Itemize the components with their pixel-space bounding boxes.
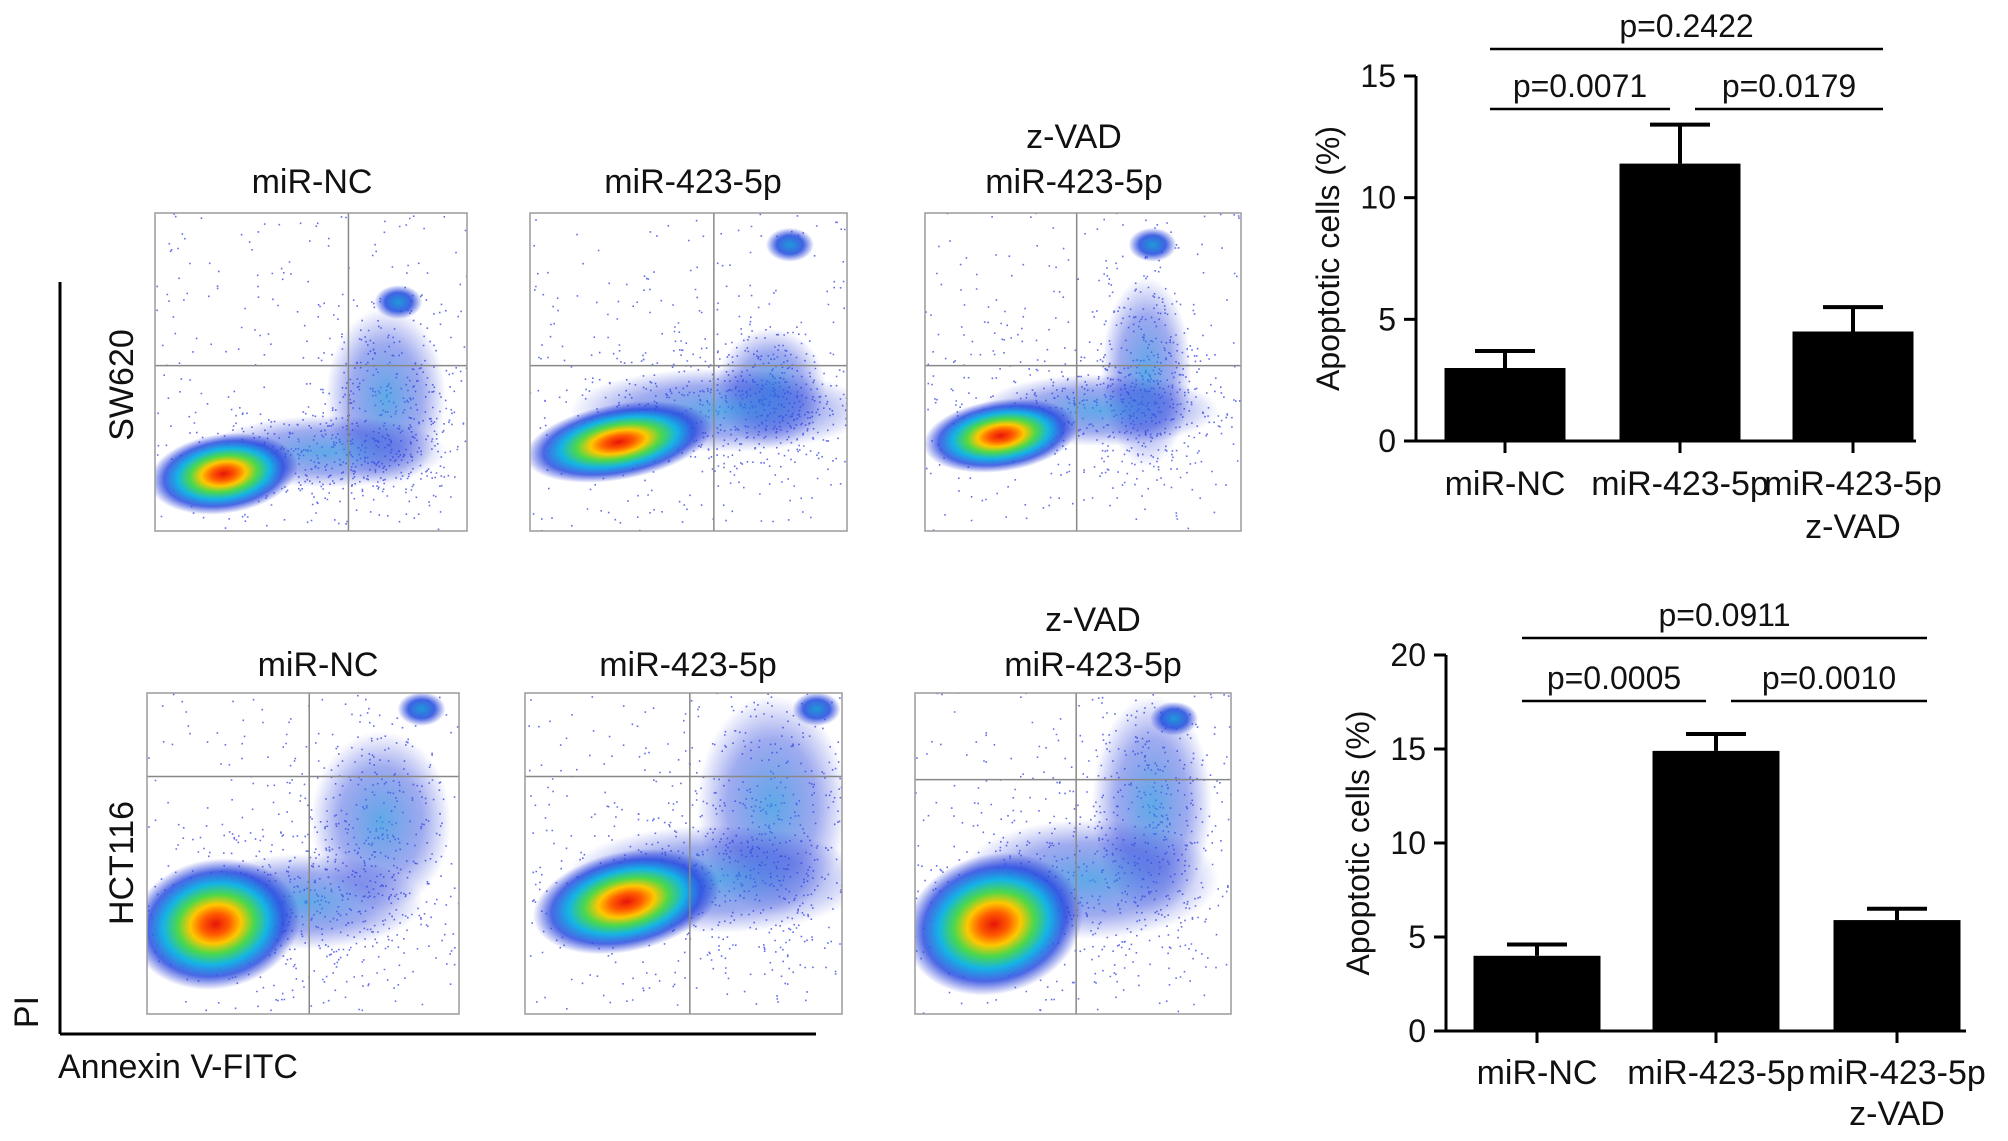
col-title-sw620-3b: miR-423-5p — [985, 163, 1163, 201]
p-value-label: p=0.0911 — [1659, 597, 1791, 633]
plot-frame — [154, 212, 468, 532]
flow-plots — [146, 212, 1242, 1015]
col-title-sw620-1: miR-NC — [252, 163, 373, 201]
apoptotic-cluster — [792, 693, 841, 727]
flow-plot-6 — [914, 692, 1232, 1015]
density-population — [532, 848, 720, 955]
density-population — [530, 401, 713, 483]
flow-x-axis-label: Annexin V-FITC — [58, 1048, 298, 1086]
density-population — [915, 852, 1083, 996]
bar — [1792, 331, 1914, 441]
row-label-hct116: HCT116 — [103, 801, 141, 925]
bar — [1652, 750, 1780, 1031]
apoptotic-cluster — [1128, 227, 1177, 262]
plot-frame — [914, 692, 1232, 1015]
flow-panel: miR-NC miR-423-5p z-VAD miR-423-5p miR-N… — [8, 118, 1242, 1086]
plot-frame — [146, 692, 460, 1015]
flow-plot-3-area — [925, 213, 1241, 531]
density-population — [147, 858, 301, 990]
p-value-label: p=0.0010 — [1762, 660, 1896, 696]
flow-plot-1 — [154, 212, 468, 532]
y-tick-label: 20 — [1390, 637, 1426, 673]
y-tick-label: 15 — [1390, 731, 1426, 767]
bar — [1444, 368, 1566, 441]
density-population — [155, 432, 299, 515]
col-title-hct116-2: miR-423-5p — [599, 646, 777, 684]
y-tick-label: 0 — [1378, 423, 1396, 459]
category-label: miR-423-5p — [1764, 465, 1942, 503]
p-value-label: p=0.2422 — [1619, 8, 1753, 44]
flow-plot-bg — [925, 213, 1241, 531]
y-tick-label: 10 — [1390, 825, 1426, 861]
row-label-sw620: SW620 — [103, 329, 141, 441]
y-axis-label: Apoptotic cells (%) — [1310, 126, 1346, 391]
flow-plot-6-area — [915, 693, 1231, 1014]
category-label: miR-NC — [1445, 465, 1566, 503]
flow-plot-1-area — [155, 213, 467, 531]
category-label: miR-423-5p — [1591, 465, 1769, 503]
y-axis-label: Apoptotic cells (%) — [1340, 711, 1376, 976]
col-title-hct116-3a: z-VAD — [1045, 601, 1141, 639]
category-label: miR-423-5p — [1808, 1054, 1986, 1092]
y-tick-label: 15 — [1360, 58, 1396, 94]
flow-plot-5 — [524, 692, 843, 1015]
p-value-label: p=0.0179 — [1722, 68, 1856, 104]
bar — [1833, 920, 1961, 1031]
category-label: miR-NC — [1477, 1054, 1598, 1092]
flow-plot-4-area — [147, 693, 459, 1014]
y-tick-label: 0 — [1408, 1013, 1426, 1049]
flow-plot-4 — [146, 692, 460, 1015]
col-title-hct116-1: miR-NC — [258, 646, 379, 684]
p-value-label: p=0.0005 — [1547, 660, 1681, 696]
flow-plot-2 — [529, 212, 848, 532]
y-tick-label: 10 — [1360, 180, 1396, 216]
bar — [1619, 163, 1741, 441]
apoptotic-cluster — [1150, 701, 1199, 736]
category-label: z-VAD — [1805, 508, 1901, 546]
bar-chart-1: 0 5 10 15 Apoptotic cells (%) miR-NC miR-423-5… — [1310, 8, 1942, 546]
col-title-sw620-3a: z-VAD — [1026, 118, 1122, 156]
plot-frame — [529, 212, 848, 532]
y-tick-label: 5 — [1408, 919, 1426, 955]
density-population — [925, 398, 1079, 473]
category-label: z-VAD — [1849, 1095, 1945, 1133]
flow-y-axis-label: PI — [8, 996, 46, 1028]
bar-chart-2: 0 5 10 15 20 Apoptotic cells (%) miR-NC miR-423… — [1340, 597, 1986, 1133]
plot-frame — [924, 212, 1242, 532]
flow-plot-2-area — [530, 213, 847, 531]
apoptotic-cluster — [374, 285, 423, 320]
flow-plot-3 — [924, 212, 1242, 532]
col-title-hct116-3b: miR-423-5p — [1004, 646, 1182, 684]
apoptotic-cluster — [397, 693, 446, 727]
bar — [1473, 955, 1601, 1031]
col-title-sw620-2: miR-423-5p — [604, 163, 782, 201]
p-value-label: p=0.0071 — [1513, 68, 1647, 104]
flow-plot-5-area — [525, 693, 842, 1014]
plot-frame — [524, 692, 843, 1015]
y-tick-label: 5 — [1378, 301, 1396, 337]
apoptotic-cluster — [765, 227, 814, 262]
category-label: miR-423-5p — [1627, 1054, 1805, 1092]
bar-charts: 0 5 10 15 Apoptotic cells (%) miR-NC miR-423-5… — [1310, 8, 1986, 1133]
